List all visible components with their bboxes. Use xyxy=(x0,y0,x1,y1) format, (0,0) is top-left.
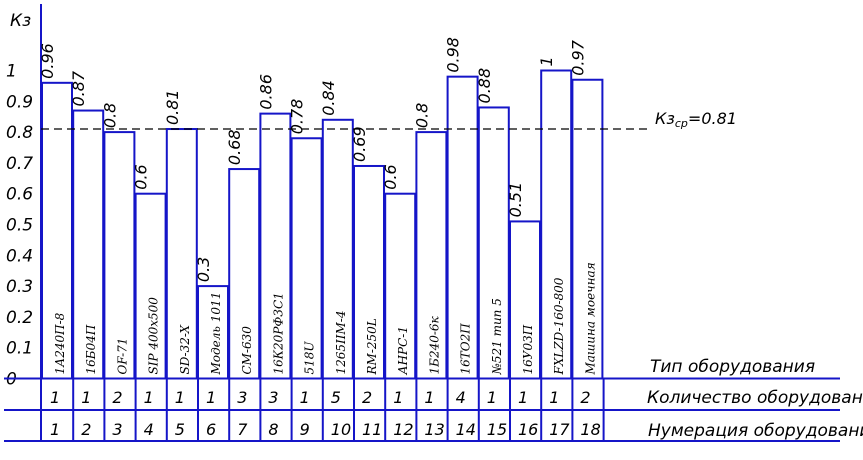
quantity-cell: 1 xyxy=(206,388,216,407)
number-cell: 5 xyxy=(175,420,185,439)
number-cell: 15 xyxy=(487,420,507,439)
category-label: 1265IIM-4 xyxy=(334,311,348,375)
quantity-cell: 3 xyxy=(268,388,278,407)
y-tick-label: 0.6 xyxy=(6,185,33,205)
quantity-cell: 1 xyxy=(518,388,528,407)
category-label: 518U xyxy=(303,341,317,375)
average-reference-value: =0.81 xyxy=(688,109,737,128)
quantity-cell: 2 xyxy=(112,388,122,407)
bar-value-label: 0.78 xyxy=(288,99,307,135)
number-cell: 16 xyxy=(518,420,538,439)
quantity-cell: 1 xyxy=(50,388,60,407)
number-cell: 10 xyxy=(331,420,351,439)
number-cell: 13 xyxy=(424,420,444,439)
quantity-cell: 1 xyxy=(300,388,310,407)
y-tick-label: 1 xyxy=(6,62,17,82)
bar-value-label: 0.6 xyxy=(381,164,400,189)
bar-value-label: 0.86 xyxy=(256,74,275,110)
bar-value-label: 0.88 xyxy=(475,68,494,104)
bar-value-label: 0.51 xyxy=(506,182,525,218)
y-tick-label: 0.8 xyxy=(6,123,33,143)
number-cell: 3 xyxy=(112,420,122,439)
number-cell: 18 xyxy=(580,420,600,439)
type-row-label: Тип оборудования xyxy=(650,357,815,377)
category-label: АНРС-1 xyxy=(396,326,410,376)
bar-value-label: 0.68 xyxy=(225,129,244,165)
bar-value-label: 0.69 xyxy=(350,126,369,162)
number-cell: 8 xyxy=(268,420,278,439)
category-label: RM-250L xyxy=(365,318,379,375)
average-reference-label: Кзср=0.81 xyxy=(655,109,737,130)
number-cell: 1 xyxy=(50,420,60,439)
category-label: 16Б04П xyxy=(84,324,98,374)
bar-value-label: 0.98 xyxy=(444,37,463,73)
y-tick-label: 0.9 xyxy=(6,92,33,112)
number-cell: 11 xyxy=(362,420,382,439)
quantity-cell: 5 xyxy=(331,388,341,407)
y-tick-label: 0.7 xyxy=(6,154,33,174)
number-cell: 9 xyxy=(300,420,310,439)
quantity-cell: 2 xyxy=(362,388,372,407)
category-label: SIP 400x500 xyxy=(147,297,161,375)
bar-value-label: 1 xyxy=(537,56,556,66)
y-tick-label: 0.2 xyxy=(6,308,33,328)
category-label: 16ТО2П xyxy=(459,323,473,375)
y-tick-label: 0.3 xyxy=(6,277,33,297)
number-cell: 2 xyxy=(81,420,91,439)
category-label: 16У03П xyxy=(521,324,535,374)
bar-value-label: 0.6 xyxy=(132,164,151,189)
bar-value-label: 0.81 xyxy=(163,89,182,125)
category-label: 16К20РФ3С1 xyxy=(271,292,285,374)
bar-value-label: 0.84 xyxy=(319,80,338,116)
quantity-cell: 1 xyxy=(144,388,154,407)
quantity-row-label: Количество оборудования xyxy=(647,388,863,408)
category-label: 1Б240-6к xyxy=(427,315,441,374)
bar-value-label: 0.3 xyxy=(194,257,213,282)
bar-value-label: 0.87 xyxy=(69,70,88,106)
number-cell: 4 xyxy=(144,420,154,439)
number-cell: 12 xyxy=(393,420,413,439)
number-cell: 14 xyxy=(456,420,476,439)
quantity-cell: 1 xyxy=(424,388,434,407)
category-label: Модель 1011 xyxy=(209,292,223,376)
average-reference-subscript: ср xyxy=(675,117,688,130)
y-tick-label: 0.1 xyxy=(6,339,33,359)
quantity-cell: 1 xyxy=(487,388,497,407)
number-cell: 17 xyxy=(549,420,570,439)
y-tick-label: 0.5 xyxy=(6,216,33,236)
bar-value-label: 0.97 xyxy=(568,39,587,75)
category-label: 1А240П-8 xyxy=(53,312,67,374)
bar-value-label: 0.96 xyxy=(38,43,57,79)
category-label: №521 тип 5 xyxy=(490,298,504,375)
category-label: Машина моечная xyxy=(583,262,597,375)
quantity-cell: 1 xyxy=(175,388,185,407)
quantity-cell: 1 xyxy=(549,388,559,407)
category-label: OF-71 xyxy=(115,338,129,375)
category-label: SD-32-X xyxy=(178,324,192,374)
number-cell: 7 xyxy=(237,420,248,439)
quantity-cell: 2 xyxy=(580,388,590,407)
number-cell: 6 xyxy=(206,420,216,439)
quantity-cell: 1 xyxy=(393,388,403,407)
quantity-cell: 3 xyxy=(237,388,247,407)
bar-value-label: 0.8 xyxy=(100,103,119,128)
quantity-cell: 1 xyxy=(81,388,91,407)
y-tick-label: 0.4 xyxy=(6,246,33,266)
category-label: СМ-630 xyxy=(240,326,254,375)
bar-value-label: 0.8 xyxy=(412,103,431,128)
quantity-cell: 4 xyxy=(456,388,466,407)
number-row-label: Нумерация оборудования xyxy=(648,421,863,441)
y-axis-title: Кз xyxy=(10,11,31,31)
category-label: FXLZD-160-800 xyxy=(552,277,566,375)
